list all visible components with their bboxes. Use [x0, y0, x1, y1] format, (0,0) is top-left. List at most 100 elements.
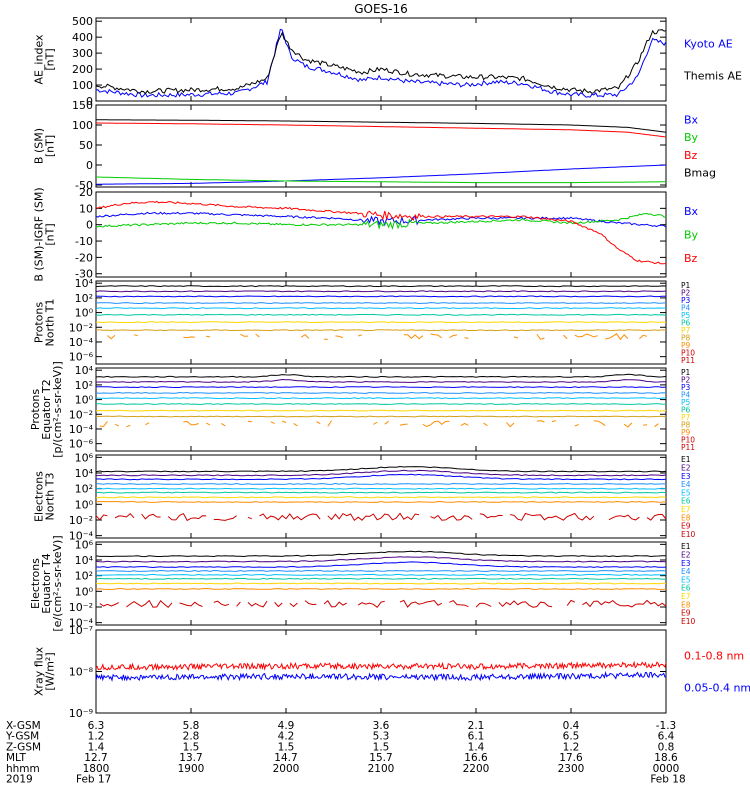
- x-row-value: Feb 17: [76, 774, 111, 786]
- legend-entry: P1: [681, 281, 691, 290]
- series-line: [126, 599, 173, 608]
- legend-entry: E10: [681, 530, 696, 539]
- series-line: [566, 599, 576, 606]
- series-line: [282, 420, 287, 423]
- y-tick-label: 10⁻⁴: [69, 617, 94, 630]
- series-line: [95, 403, 667, 405]
- series-line: [304, 600, 317, 606]
- series-line: [247, 420, 252, 423]
- series-line: [179, 601, 203, 607]
- y-tick-label: 500: [72, 15, 93, 28]
- panel-frame: [95, 17, 667, 102]
- series-line: [479, 513, 503, 519]
- series-line: [95, 561, 667, 569]
- x-row-value: 3.6: [373, 720, 390, 732]
- y-tick-label: 10²: [75, 379, 93, 392]
- series-line: [95, 321, 667, 324]
- plot-title: GOES-16: [354, 2, 408, 16]
- series-line: [510, 512, 595, 521]
- panel-xray: 10⁻⁷ 10⁻⁸ 10⁻⁹ Xray flux[W/m²] 0.1-0.8 nm 0.0…: [33, 624, 750, 720]
- x-row-value: 1.2: [563, 741, 580, 753]
- series-line: [605, 333, 629, 341]
- x-row-value: 0000: [653, 763, 680, 775]
- legend-entry: Bx: [684, 113, 699, 126]
- legend-entry: E2: [681, 463, 691, 472]
- x-row-value: 2000: [273, 763, 300, 775]
- legend-entry: Themis AE: [683, 69, 742, 82]
- series-line: [95, 491, 667, 494]
- series-line: [483, 422, 488, 427]
- series-line: [95, 29, 667, 95]
- legend-entry: E6: [681, 497, 691, 506]
- series-line: [95, 473, 667, 481]
- series-line: [213, 515, 237, 521]
- x-row-value: 1.2: [88, 731, 105, 743]
- panel-ae: 0 100 200 300 400 500 AE_index[nT] Kyoto AE Them…: [33, 15, 742, 108]
- series-line: [95, 391, 667, 394]
- legend-entry: P10: [681, 349, 695, 358]
- series-line: [96, 122, 667, 138]
- series-line: [99, 602, 120, 607]
- series-line: [99, 421, 108, 427]
- panel-frame: [95, 629, 667, 714]
- legend-entry: P5: [681, 398, 691, 407]
- series-line: [384, 420, 389, 425]
- y-tick-label: 10⁻⁴: [69, 423, 94, 436]
- series-line: [96, 119, 667, 133]
- x-row-label: Z-GSM: [6, 741, 41, 753]
- y-tick-label: 10⁶: [75, 538, 94, 551]
- y-tick-label: 10²: [75, 292, 93, 305]
- x-axis-table: X-GSM 6.3 5.8 4.9 3.6 2.1 0.4 -1.3 Y-GSM 1.2 2.8 4.…: [5, 720, 686, 786]
- y-tick-label: 10⁴: [75, 277, 94, 290]
- y-tick-label: 10⁶: [75, 451, 94, 464]
- y-tick-label: 10⁰: [75, 307, 94, 320]
- legend-entry: P3: [681, 296, 691, 305]
- x-row-label: hhmm: [6, 763, 40, 775]
- series-line: [327, 512, 420, 522]
- y-tick-label: 10⁰: [75, 394, 94, 407]
- legend-entry: By: [684, 131, 699, 144]
- panel-data: [95, 200, 667, 265]
- y-tick-label: 10⁰: [75, 585, 94, 598]
- series-line: [96, 329, 667, 332]
- series-line: [95, 465, 667, 473]
- y-tick-label: -30: [75, 268, 93, 281]
- y-tick-label: 10²: [75, 570, 93, 583]
- series-line: [95, 587, 667, 590]
- legend-entry: P5: [681, 311, 691, 320]
- legend-entry: E8: [681, 600, 691, 609]
- y-axis-label: [nT]: [44, 48, 57, 70]
- series-line: [563, 334, 568, 340]
- legend-entry: E10: [681, 617, 696, 626]
- series-line: [206, 335, 211, 338]
- series-line: [335, 335, 344, 339]
- series-line: [240, 333, 249, 337]
- series-line: [95, 660, 667, 671]
- legend-entry: E4: [681, 567, 691, 576]
- series-line: [316, 421, 321, 425]
- series-line: [95, 415, 667, 418]
- y-axis-label: [e/(cm²-s-sr-keV)]: [51, 535, 64, 631]
- y-tick-label: 0: [86, 219, 93, 232]
- y-tick-label: 10⁻²: [69, 321, 93, 334]
- x-row-value: 6.4: [658, 731, 675, 743]
- x-row-value: 18.6: [654, 752, 678, 764]
- series-line: [95, 487, 667, 490]
- x-row-value: 6.5: [563, 731, 580, 743]
- legend-entry: Bmag: [684, 167, 716, 180]
- legend-entry: P7: [681, 326, 691, 335]
- series-line: [133, 334, 138, 337]
- series-line: [95, 378, 667, 383]
- series-line: [95, 482, 666, 485]
- legend-entry: P3: [681, 383, 691, 392]
- series-line: [114, 423, 119, 427]
- y-tick-label: 300: [72, 47, 93, 60]
- y-tick-label: 10⁻²: [69, 601, 93, 614]
- series-line: [270, 421, 275, 425]
- series-line: [95, 409, 667, 412]
- series-line: [95, 550, 666, 558]
- series-line: [464, 337, 469, 339]
- y-tick-label: 10: [79, 202, 93, 215]
- series-line: [95, 582, 667, 585]
